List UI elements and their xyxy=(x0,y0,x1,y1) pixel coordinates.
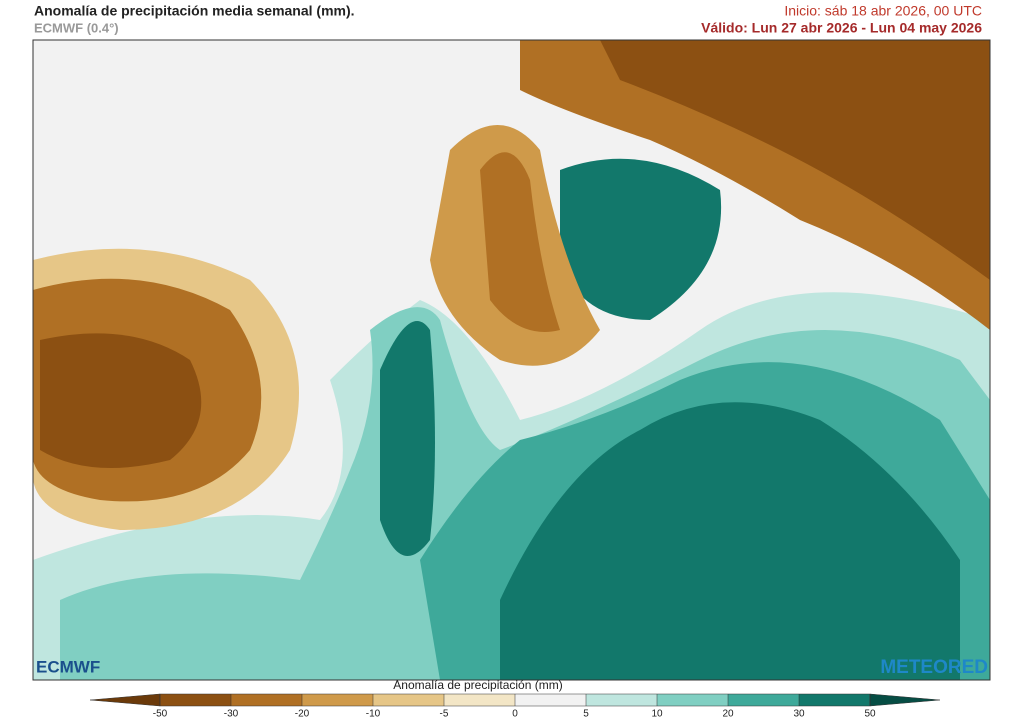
colorbar-segment xyxy=(444,694,515,706)
colorbar-tick-label: 50 xyxy=(864,709,876,720)
colorbar-tick-label: -10 xyxy=(366,709,381,720)
colorbar-tick-label: 20 xyxy=(722,709,734,720)
colorbar-tick-label: 5 xyxy=(583,709,589,720)
colorbar-tick-label: -30 xyxy=(224,709,239,720)
map xyxy=(32,39,991,681)
colorbar-segment xyxy=(373,694,444,706)
colorbar-tick-label: -20 xyxy=(295,709,310,720)
colorbar-segment xyxy=(231,694,302,706)
title: Anomalía de precipitación media semanal … xyxy=(34,3,355,19)
colorbar-label: Anomalía de precipitación (mm) xyxy=(393,678,562,692)
valid-date: Válido: Lun 27 abr 2026 - Lun 04 may 202… xyxy=(701,20,982,36)
colorbar-arrow xyxy=(89,693,161,707)
colorbar-segment xyxy=(657,694,728,706)
colorbar-segment xyxy=(160,694,231,706)
colorbar-segment xyxy=(302,694,373,706)
colorbar-tick-label: -5 xyxy=(440,709,449,720)
colorbar-tick-label: 30 xyxy=(793,709,805,720)
init-date: Inicio: sáb 18 abr 2026, 00 UTC xyxy=(784,3,982,19)
colorbar: -50 -30 -20 -10 -5 0 5 10 20 30 50 xyxy=(89,693,941,720)
colorbar-segment xyxy=(728,694,799,706)
meteored-logo: METEORED xyxy=(880,657,988,678)
colorbar-tick-label: 0 xyxy=(512,709,518,720)
colorbar-segment xyxy=(586,694,657,706)
colorbar-arrow xyxy=(869,693,941,707)
colorbar-tick-label: -50 xyxy=(153,709,168,720)
colorbar-segment xyxy=(515,694,586,706)
colorbar-tick-label: 10 xyxy=(651,709,663,720)
subtitle: ECMWF (0.4°) xyxy=(34,20,119,35)
colorbar-segment xyxy=(799,694,870,706)
ecmwf-logo: ECMWF xyxy=(36,657,100,676)
